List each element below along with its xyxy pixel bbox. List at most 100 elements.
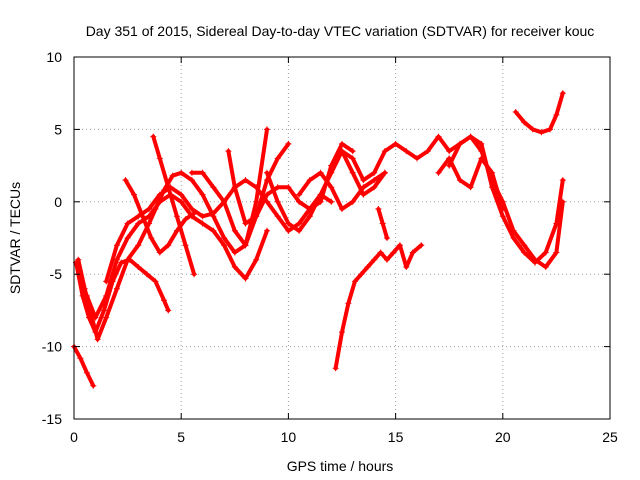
data-point (377, 249, 384, 256)
chart-title: Day 351 of 2015, Sidereal Day-to-day VTE… (86, 23, 595, 39)
data-point (384, 256, 390, 263)
series-line (189, 127, 269, 248)
data-point (75, 256, 82, 263)
series-line (151, 134, 197, 277)
data-point (371, 184, 378, 191)
series-track-6 (122, 177, 198, 256)
data-point (456, 177, 463, 184)
data-point (225, 148, 232, 155)
data-point (92, 314, 99, 321)
data-point (113, 256, 120, 263)
data-point (467, 133, 474, 140)
series-track-8 (188, 126, 270, 249)
data-point (103, 278, 110, 285)
data-point (94, 336, 101, 343)
data-point (274, 213, 281, 220)
data-point (424, 148, 431, 155)
data-point (371, 177, 378, 184)
data-point (210, 210, 217, 217)
data-point (242, 220, 249, 227)
data-point (414, 155, 420, 162)
series-track-16 (375, 206, 390, 241)
data-point (542, 264, 549, 270)
data-point (242, 275, 249, 282)
data-point (165, 307, 172, 314)
data-point (231, 249, 238, 256)
data-point (210, 184, 217, 191)
data-point (360, 177, 367, 184)
series-line (265, 149, 387, 233)
x-tick-label: 5 (177, 429, 185, 445)
data-point (499, 198, 506, 205)
data-point (349, 148, 356, 155)
data-point (345, 300, 352, 307)
data-point (328, 162, 335, 169)
series-line (447, 134, 565, 269)
data-point (435, 133, 442, 140)
data-point (285, 220, 292, 227)
data-point (264, 169, 270, 176)
data-point (529, 126, 536, 133)
data-point (124, 256, 131, 263)
data-point (221, 242, 228, 249)
data-point (191, 271, 198, 278)
grid (74, 57, 610, 419)
data-point (559, 177, 566, 184)
data-point (124, 220, 131, 227)
data-point (553, 111, 560, 118)
data-point (274, 155, 281, 162)
data-point (231, 227, 238, 234)
y-tick-label: 0 (54, 194, 62, 210)
x-axis-label: GPS time / hours (287, 458, 394, 474)
x-tick-label: 20 (495, 429, 511, 445)
series-track-14 (446, 133, 566, 270)
data-point (253, 198, 260, 205)
series-track-7 (150, 133, 198, 278)
data-point (242, 177, 249, 184)
data-point (317, 191, 324, 198)
series-track-1 (71, 343, 97, 389)
data-point (178, 198, 185, 205)
data-point (384, 235, 390, 241)
series-line (76, 192, 269, 320)
data-point (242, 242, 249, 249)
data-point (296, 191, 303, 198)
data-point (532, 256, 538, 263)
data-point (339, 148, 345, 155)
series-line (513, 91, 565, 135)
data-point (173, 227, 180, 234)
data-point (375, 206, 382, 212)
data-point (90, 382, 97, 389)
axes: 0 5 10 15 20 25 -15 -10 -5 0 5 10 (42, 49, 618, 445)
data-point (156, 249, 163, 256)
data-point (499, 213, 506, 220)
data-point (83, 292, 90, 299)
data-point (339, 329, 345, 336)
data-point (349, 169, 356, 176)
y-tick-label: 10 (46, 49, 62, 65)
series-line (226, 141, 355, 226)
data-point (161, 297, 167, 304)
series-track-17 (512, 90, 566, 136)
data-point (188, 206, 195, 212)
data-point (199, 169, 206, 176)
data-point (358, 271, 365, 278)
data-point (360, 184, 367, 191)
data-point (146, 213, 152, 220)
data-point (306, 177, 313, 184)
data-point (339, 206, 345, 212)
data-point (489, 177, 496, 184)
data-point (124, 235, 131, 241)
data-point (182, 216, 189, 223)
data-point (538, 129, 545, 136)
data-point (135, 264, 142, 270)
data-point (328, 169, 335, 176)
data-point (231, 184, 238, 191)
data-point (351, 278, 358, 285)
data-point (418, 242, 425, 249)
data-point (379, 220, 386, 227)
y-tick-label: -15 (42, 411, 62, 427)
data-point (83, 369, 90, 376)
series-line (333, 243, 424, 371)
data-point (148, 235, 155, 241)
